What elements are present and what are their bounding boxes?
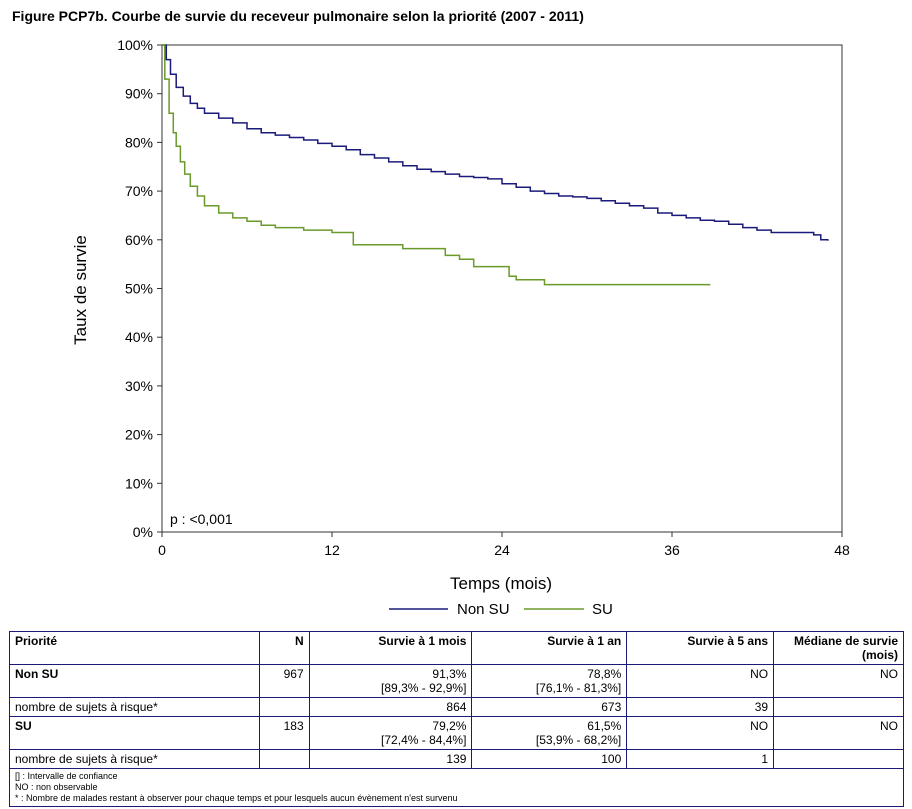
- table-row: SU 183 79,2% [72,4% - 84,4%] 61,5% [53,9% …: [9, 716, 904, 750]
- y-tick-label: 70%: [125, 183, 153, 199]
- n-cell: 183: [258, 716, 310, 750]
- risk-5-year: 39: [626, 697, 775, 717]
- y-tick-label: 50%: [125, 281, 153, 297]
- empty-cell: [258, 697, 310, 717]
- survival-table: Priorité N Survie à 1 mois Survie à 1 an…: [9, 631, 904, 807]
- y-tick-label: 100%: [117, 37, 153, 53]
- header-survie-5-ans: Survie à 5 ans: [626, 631, 775, 665]
- confidence-interval: [72,4% - 84,4%]: [381, 733, 467, 747]
- y-tick-label: 30%: [125, 378, 153, 394]
- y-tick-label: 10%: [125, 475, 153, 491]
- header-n: N: [258, 631, 310, 665]
- median-cell: NO: [773, 716, 904, 750]
- x-tick-label: 36: [664, 542, 680, 558]
- legend-label-su: SU: [592, 601, 613, 618]
- empty-cell: [258, 749, 310, 769]
- table-row: Non SU 967 91,3% [89,3% - 92,9%] 78,8% [76…: [9, 664, 904, 698]
- risk-label: nombre de sujets à risque*: [9, 749, 260, 769]
- confidence-interval: [89,3% - 92,9%]: [381, 681, 467, 695]
- survival-1-year-cell: 61,5% [53,9% - 68,2%]: [471, 716, 628, 750]
- x-tick-label: 12: [324, 542, 340, 558]
- series-line-su: [162, 44, 711, 286]
- survival-5-year-cell: NO: [626, 664, 775, 698]
- survival-1-month-cell: 91,3% [89,3% - 92,9%]: [308, 664, 473, 698]
- header-priorite: Priorité: [9, 631, 260, 665]
- p-value-annotation: p : <0,001: [170, 511, 233, 527]
- header-survie-1-mois: Survie à 1 mois: [308, 631, 473, 665]
- legend: Non SU SU: [389, 601, 613, 618]
- survival-1-month-cell: 79,2% [72,4% - 84,4%]: [308, 716, 473, 750]
- table-notes: [] : Intervalle de confiance NO : non ob…: [9, 768, 904, 807]
- value: 61,5%: [587, 719, 622, 733]
- n-cell: 967: [258, 664, 310, 698]
- risk-row: nombre de sujets à risque* 139 100 1: [9, 749, 904, 769]
- survival-1-year-cell: 78,8% [76,1% - 81,3%]: [471, 664, 628, 698]
- value: 79,2%: [432, 719, 467, 733]
- series-line-non-su: [162, 44, 829, 241]
- figure-title: Figure PCP7b. Courbe de survie du receve…: [12, 8, 584, 24]
- y-tick-label: 20%: [125, 427, 153, 443]
- y-tick-label: 90%: [125, 86, 153, 102]
- group-cell: Non SU: [9, 664, 260, 698]
- survival-5-year-cell: NO: [626, 716, 775, 750]
- group-cell: SU: [9, 716, 260, 750]
- x-tick-label: 24: [494, 542, 510, 558]
- risk-5-year: 1: [626, 749, 775, 769]
- risk-1-year: 100: [471, 749, 628, 769]
- risk-1-month: 864: [308, 697, 473, 717]
- plot-area: [161, 44, 843, 533]
- y-tick-label: 60%: [125, 232, 153, 248]
- table-header-row: Priorité N Survie à 1 mois Survie à 1 an…: [9, 631, 904, 665]
- median-cell: NO: [773, 664, 904, 698]
- notes-row: [] : Intervalle de confiance NO : non ob…: [9, 768, 904, 807]
- y-axis: 0% 10% 20% 30% 40% 50% 60% 70% 80% 90% 100%: [117, 37, 162, 540]
- note-risk: * : Nombre de malades restant à observer…: [15, 793, 458, 803]
- value: 91,3%: [432, 667, 467, 681]
- legend-label-non-su: Non SU: [457, 601, 510, 618]
- y-tick-label: 40%: [125, 329, 153, 345]
- y-tick-label: 0%: [133, 524, 153, 540]
- x-tick-label: 48: [834, 542, 850, 558]
- survival-chart: 0% 10% 20% 30% 40% 50% 60% 70% 80% 90% 100% 0 12 24 3…: [71, 37, 850, 618]
- series-layer: [162, 44, 829, 286]
- risk-1-year: 673: [471, 697, 628, 717]
- x-axis-label: Temps (mois): [450, 574, 552, 593]
- empty-cell: [773, 697, 904, 717]
- risk-row: nombre de sujets à risque* 864 673 39: [9, 697, 904, 717]
- empty-cell: [773, 749, 904, 769]
- x-axis: 0 12 24 36 48: [158, 532, 850, 558]
- confidence-interval: [76,1% - 81,3%]: [535, 681, 622, 695]
- risk-label: nombre de sujets à risque*: [9, 697, 260, 717]
- note-ci: [] : Intervalle de confiance: [15, 771, 118, 781]
- y-tick-label: 80%: [125, 134, 153, 150]
- header-survie-1-an: Survie à 1 an: [471, 631, 628, 665]
- y-axis-label: Taux de survie: [71, 235, 90, 345]
- x-tick-label: 0: [158, 542, 166, 558]
- value: 78,8%: [587, 667, 622, 681]
- note-no: NO : non observable: [15, 782, 98, 792]
- confidence-interval: [53,9% - 68,2%]: [535, 733, 622, 747]
- header-mediane: Médiane de survie (mois): [773, 631, 904, 665]
- risk-1-month: 139: [308, 749, 473, 769]
